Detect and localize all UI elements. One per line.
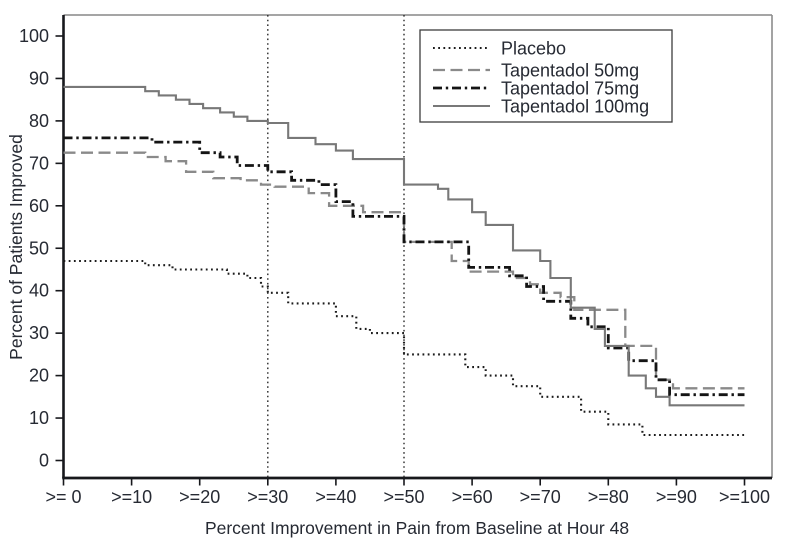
y-tick-label: 50 <box>29 238 49 258</box>
x-tick-label: >=50 <box>383 487 424 507</box>
series-line-placebo <box>63 259 745 437</box>
x-tick-label: >=100 <box>719 487 770 507</box>
y-tick-label: 90 <box>29 68 49 88</box>
legend-label: Tapentadol 100mg <box>501 97 649 117</box>
x-tick-label: >= 0 <box>45 487 81 507</box>
series-lines <box>63 85 745 437</box>
y-tick-label: 30 <box>29 323 49 343</box>
y-tick-label: 20 <box>29 366 49 386</box>
series-line-tapentadol-100mg <box>63 85 745 407</box>
series-line-tapentadol-75mg <box>63 136 745 397</box>
x-tick-label: >=40 <box>315 487 356 507</box>
legend-label: Tapentadol 75mg <box>501 79 639 99</box>
x-tick-label: >=10 <box>111 487 152 507</box>
legend-label: Tapentadol 50mg <box>501 61 639 81</box>
y-tick-label: 40 <box>29 281 49 301</box>
y-axis: 0 10 20 30 40 50 60 70 80 90 100 <box>19 26 64 471</box>
y-axis-title: Percent of Patients Improved <box>6 134 26 360</box>
x-tick-label: >=90 <box>656 487 697 507</box>
x-axis-title: Percent Improvement in Pain from Baselin… <box>205 518 629 538</box>
x-tick-label: >=70 <box>520 487 561 507</box>
x-axis: >= 0 >=10 >=20 >=30 >=40 >=50 >=60 >=70 >=80 >=90… <box>45 478 770 507</box>
y-tick-label: 80 <box>29 111 49 131</box>
x-tick-label: >=30 <box>247 487 288 507</box>
y-tick-label: 70 <box>29 153 49 173</box>
y-tick-label: 60 <box>29 196 49 216</box>
x-tick-label: >=60 <box>452 487 493 507</box>
plot-frame <box>62 14 773 480</box>
x-tick-label: >=80 <box>588 487 629 507</box>
y-tick-label: 10 <box>29 408 49 428</box>
y-tick-label: 100 <box>19 26 49 46</box>
reference-lines <box>267 15 405 478</box>
y-tick-label: 0 <box>39 451 49 471</box>
legend-label: Placebo <box>501 39 566 59</box>
x-tick-label: >=20 <box>179 487 220 507</box>
